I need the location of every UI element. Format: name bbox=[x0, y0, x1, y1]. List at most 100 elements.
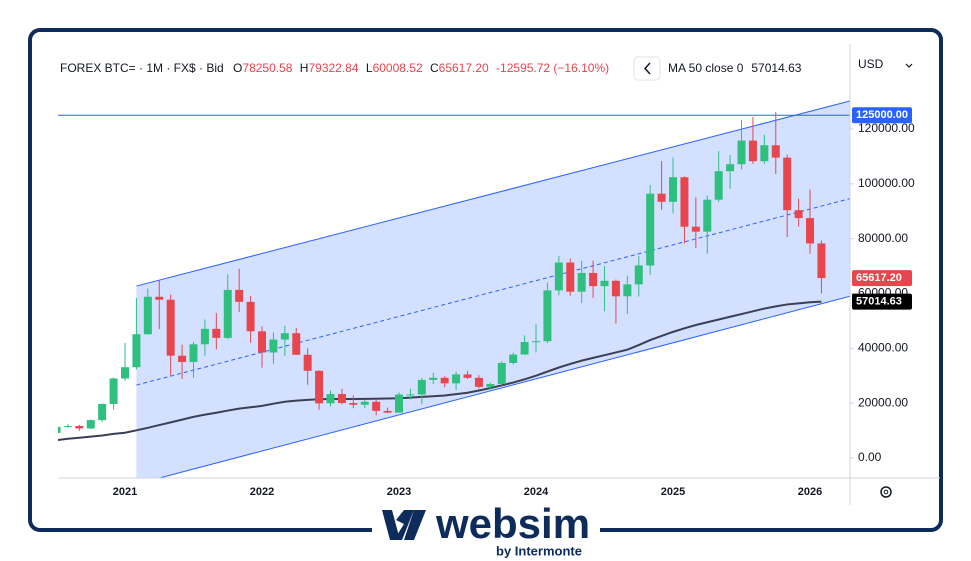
y-tick-label: 20000.00 bbox=[858, 395, 908, 409]
candle-body bbox=[326, 394, 335, 404]
candle-body bbox=[246, 301, 255, 332]
candle-body bbox=[589, 272, 598, 287]
brand-tagline: by Intermonte bbox=[496, 543, 582, 558]
high-key: H bbox=[300, 61, 309, 75]
collapse-icon bbox=[643, 62, 651, 75]
x-tick-label: 2024 bbox=[524, 486, 549, 498]
candle-body bbox=[132, 334, 141, 368]
candle-body bbox=[429, 377, 438, 380]
channel-upper bbox=[136, 100, 850, 287]
y-tick-label: 80000.00 bbox=[858, 231, 908, 245]
candle-body bbox=[806, 218, 815, 244]
x-tick-label: 2023 bbox=[387, 486, 411, 498]
candle-body bbox=[223, 289, 232, 338]
candle-body bbox=[509, 354, 518, 363]
candle-body bbox=[440, 377, 449, 384]
y-tick-label: 40000.00 bbox=[858, 340, 908, 354]
candle-body bbox=[143, 296, 152, 335]
y-tick-label: 120000.00 bbox=[858, 121, 915, 135]
last-close-label-box bbox=[852, 270, 912, 287]
currency: USD bbox=[858, 57, 884, 71]
low-value: 60008.52 bbox=[373, 61, 423, 75]
candle-body bbox=[258, 331, 267, 353]
plot-area bbox=[58, 100, 850, 478]
candle-body bbox=[611, 280, 620, 297]
y-tick-label: 100000.00 bbox=[858, 176, 915, 190]
candle-body bbox=[452, 374, 461, 384]
candle-body bbox=[532, 341, 541, 343]
candle-body bbox=[292, 333, 301, 355]
x-tick-label: 2026 bbox=[798, 486, 822, 498]
ma-legend: MA 50 close 0 57014.63 bbox=[668, 61, 802, 75]
candle-body bbox=[691, 226, 700, 232]
logo-mark bbox=[382, 510, 426, 540]
candle-body bbox=[680, 177, 689, 227]
candle-body bbox=[497, 362, 506, 385]
candle-body bbox=[566, 262, 575, 292]
hline-label-box bbox=[852, 107, 912, 124]
candle-body bbox=[406, 394, 415, 396]
candle-body bbox=[783, 157, 792, 211]
candle-body bbox=[646, 193, 655, 266]
moving-average bbox=[58, 300, 822, 441]
candle-body bbox=[577, 272, 586, 292]
candle-body bbox=[98, 403, 107, 421]
channel-lower bbox=[157, 295, 850, 478]
ma-last-label-box bbox=[852, 293, 912, 310]
candle-body bbox=[166, 299, 175, 356]
candle-body bbox=[235, 289, 244, 302]
candle-body bbox=[315, 370, 324, 404]
candle-body bbox=[200, 328, 209, 345]
candle-body bbox=[121, 367, 130, 379]
candle-body bbox=[75, 426, 84, 429]
ma-value: 57014.63 bbox=[751, 61, 801, 75]
header: FOREX BTC= · 1M · FX$ · Bid O78250.58 H7… bbox=[60, 61, 609, 75]
open-value: 78250.58 bbox=[242, 61, 292, 75]
candle-body bbox=[669, 177, 678, 202]
candle-body bbox=[63, 426, 72, 428]
candle-body bbox=[337, 394, 346, 404]
y-tick-label: 0.00 bbox=[858, 450, 882, 464]
candle-body bbox=[726, 164, 735, 172]
candle-body bbox=[771, 145, 780, 158]
low-key: L bbox=[366, 61, 373, 75]
candle-body bbox=[463, 374, 472, 378]
currency-chevron bbox=[905, 63, 913, 68]
close-key: C bbox=[430, 61, 439, 75]
collapse-button[interactable] bbox=[633, 56, 661, 81]
candle-body bbox=[349, 403, 358, 405]
candle-body bbox=[383, 410, 392, 413]
candle-body bbox=[58, 426, 61, 433]
x-tick-label: 2025 bbox=[661, 486, 685, 498]
open-key: O bbox=[233, 61, 242, 75]
x-tick-label: 2022 bbox=[250, 486, 274, 498]
currency-select[interactable] bbox=[852, 53, 918, 77]
candle-body bbox=[86, 420, 95, 429]
candle-body bbox=[520, 342, 529, 355]
hline-label: 125000.00 bbox=[856, 109, 908, 121]
settings-icon[interactable] bbox=[880, 486, 892, 498]
candle-body bbox=[794, 210, 803, 219]
candle-body bbox=[372, 401, 381, 411]
candle-body bbox=[486, 384, 495, 387]
candle-body bbox=[303, 354, 312, 371]
symbol: FOREX BTC= · 1M · FX$ · Bid bbox=[60, 61, 224, 75]
candle-body bbox=[760, 145, 769, 162]
candle-body bbox=[737, 140, 746, 165]
candle-body bbox=[817, 243, 826, 279]
candle-body bbox=[554, 262, 563, 291]
candle-body bbox=[395, 394, 404, 413]
high-value: 79322.84 bbox=[308, 61, 358, 75]
candle-body bbox=[600, 280, 609, 287]
candle-body bbox=[703, 199, 712, 232]
close-value: 65617.20 bbox=[439, 61, 489, 75]
candle-body bbox=[623, 284, 632, 297]
candle-body bbox=[474, 377, 483, 387]
candle-body bbox=[269, 339, 278, 353]
candle-body bbox=[634, 265, 643, 285]
candle-body bbox=[109, 378, 118, 404]
candle-body bbox=[178, 355, 187, 362]
candle-body bbox=[417, 379, 426, 395]
x-tick-label: 2021 bbox=[113, 486, 137, 498]
